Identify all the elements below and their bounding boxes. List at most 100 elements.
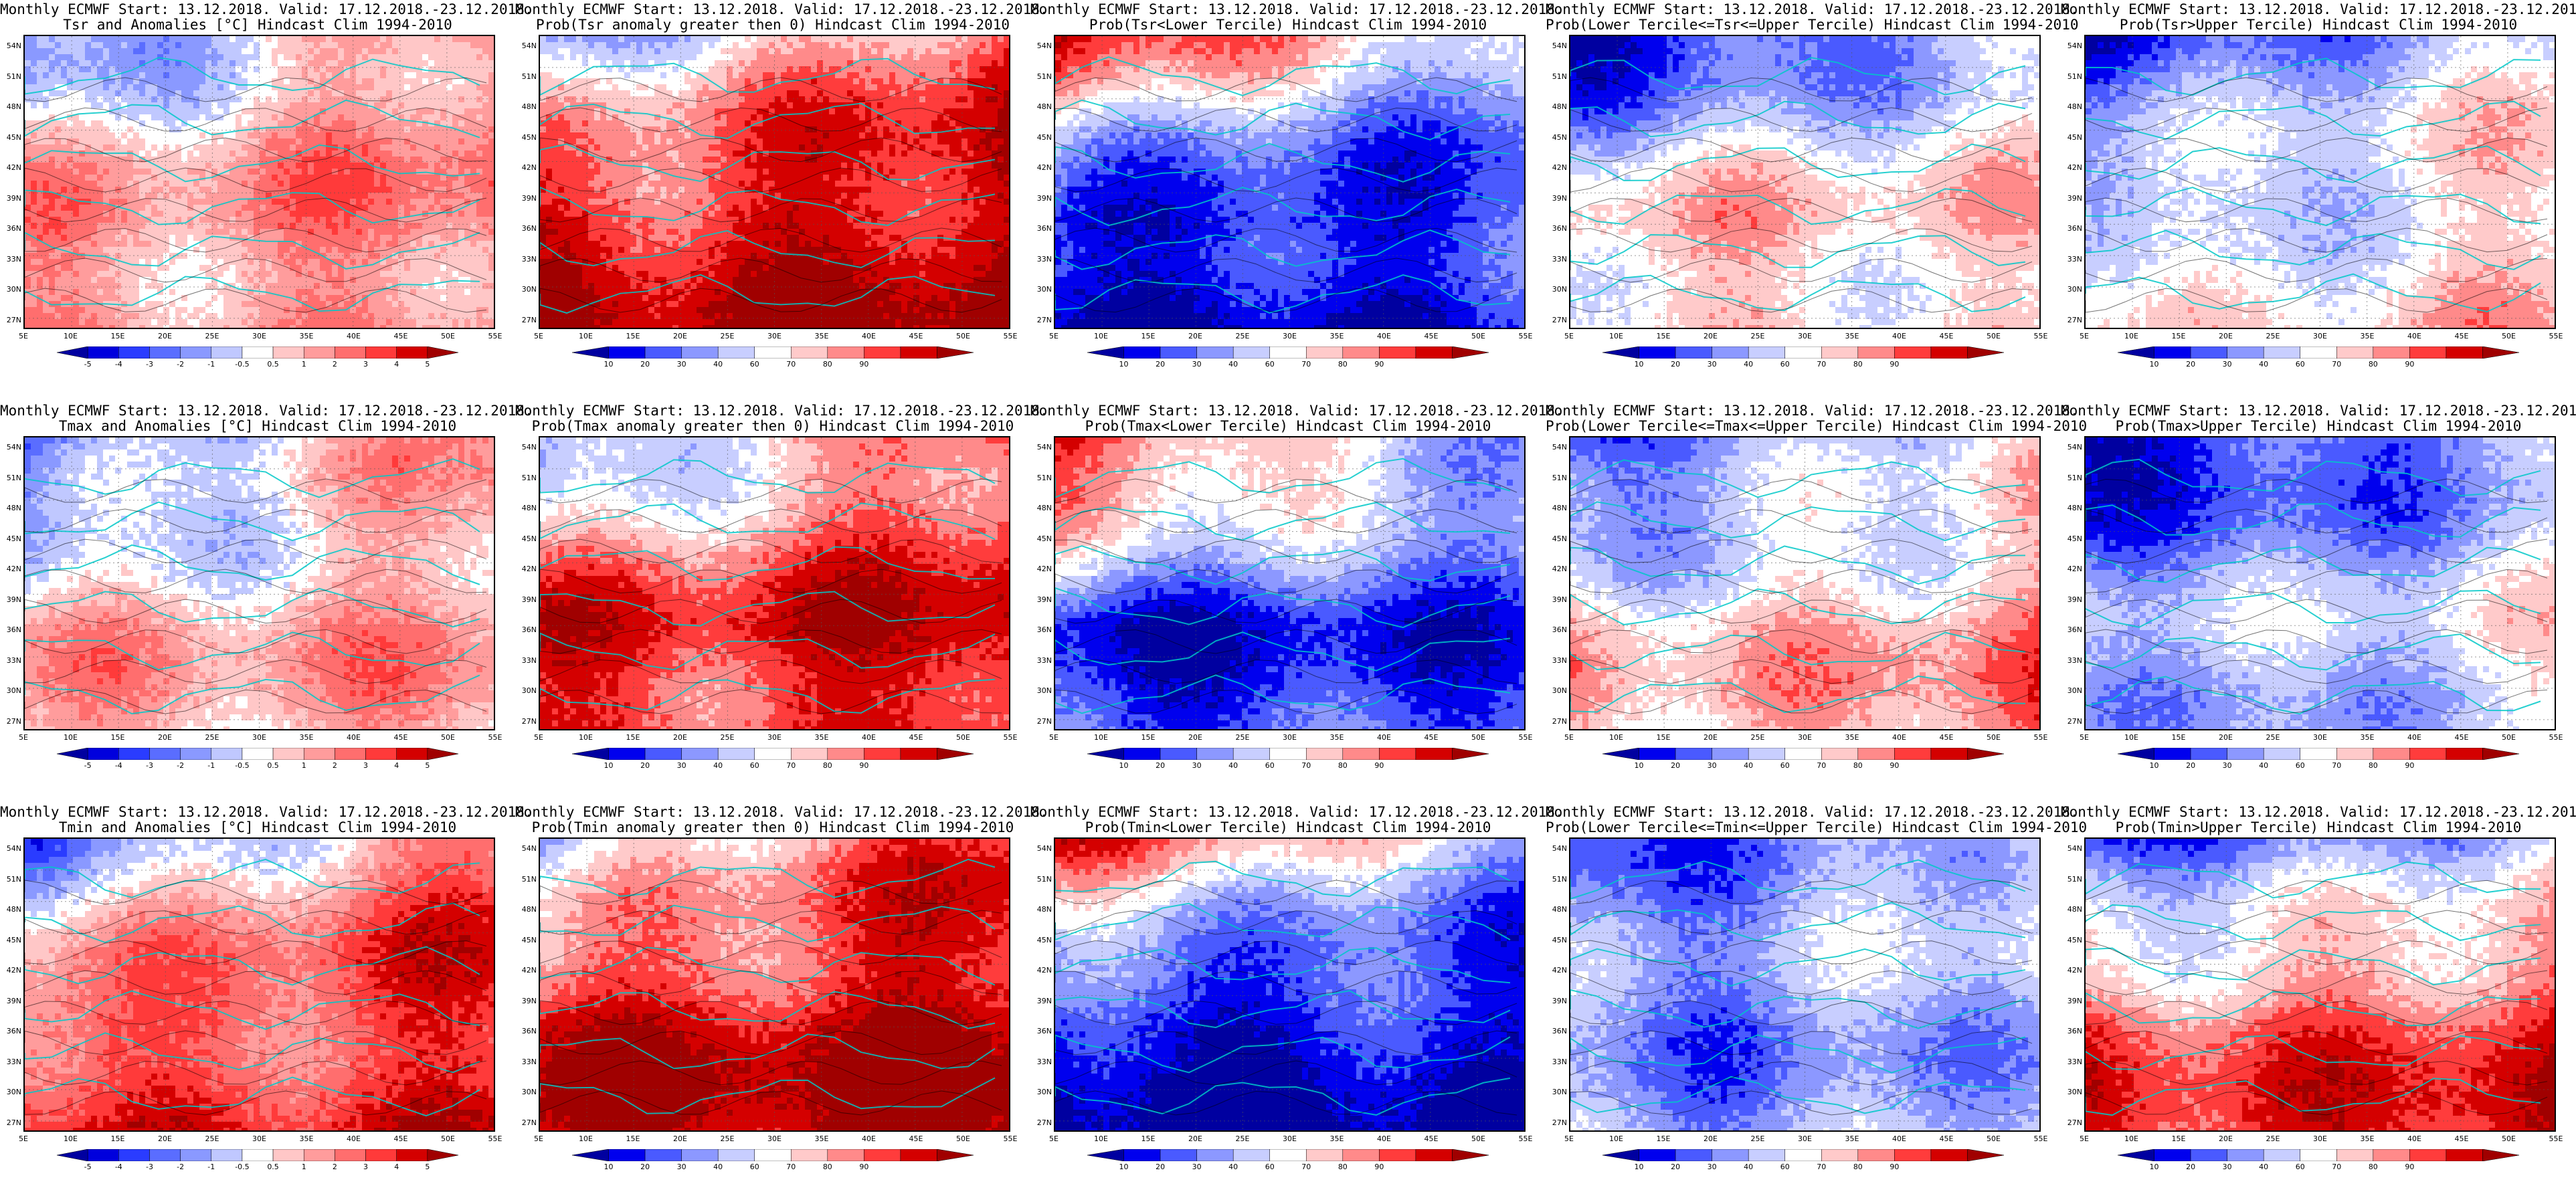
colorbar-tick-label: 10 (2150, 360, 2159, 369)
colorbar-tick-label: 60 (1265, 360, 1275, 369)
map-panel: Monthly ECMWF Start: 13.12.2018. Valid: … (0, 401, 533, 803)
lon-tick-label: 35E (300, 332, 314, 340)
lon-tick-label: 15E (2172, 332, 2186, 340)
lon-tick-label: 40E (2407, 1134, 2421, 1143)
map-panel: Monthly ECMWF Start: 13.12.2018. Valid: … (2061, 401, 2576, 803)
lat-tick-label: 30N (2062, 1088, 2082, 1096)
lon-tick-label: 5E (1049, 733, 1059, 742)
lon-tick-label: 55E (2549, 332, 2563, 340)
lon-tick-label: 15E (2172, 1134, 2186, 1143)
lon-tick-label: 20E (1704, 733, 1718, 742)
lat-tick-label: 36N (1032, 1027, 1052, 1035)
panel-title-line1: Monthly ECMWF Start: 13.12.2018. Valid: … (1030, 804, 1564, 820)
colorbar-tick-label: 70 (1301, 360, 1311, 369)
panel-title-line2: Prob(Tsr>Upper Tercile) Hindcast Clim 19… (2061, 17, 2576, 33)
lon-tick-label: 25E (2266, 733, 2280, 742)
lat-tick-label: 48N (517, 905, 537, 914)
colorbar-tick-label: -2 (177, 761, 184, 770)
lat-tick-label: 45N (1547, 936, 1567, 944)
colorbar (1087, 346, 1489, 359)
panel-title-line2: Prob(Tmin<Lower Tercile) Hindcast Clim 1… (1030, 819, 1546, 835)
lon-tick-label: 35E (300, 1134, 314, 1143)
lat-tick-label: 45N (517, 534, 537, 543)
lon-tick-label: 45E (394, 1134, 408, 1143)
lat-tick-label: 30N (1032, 1088, 1052, 1096)
lat-tick-label: 48N (517, 504, 537, 512)
panel-title-line2: Prob(Tsr<Lower Tercile) Hindcast Clim 19… (1030, 17, 1546, 33)
lat-tick-label: 51N (2062, 875, 2082, 884)
lat-tick-label: 30N (1032, 285, 1052, 294)
colorbar (57, 748, 458, 760)
colorbar (2118, 346, 2519, 359)
lon-tick-label: 55E (1519, 1134, 1533, 1143)
lon-tick-label: 20E (673, 332, 687, 340)
colorbar-tick-label: 70 (2332, 761, 2341, 770)
colorbar-tick-label: 30 (1708, 360, 1717, 369)
colorbar-tick-label: 10 (1119, 1163, 1129, 1171)
colorbar-tick-label: -0.5 (235, 360, 249, 369)
colorbar-tick-label: 60 (2296, 360, 2305, 369)
lat-tick-label: 30N (1547, 686, 1567, 695)
lat-tick-label: 45N (1032, 534, 1052, 543)
colorbar-tick-label: 3 (363, 1163, 368, 1171)
panel-title-line2: Prob(Lower Tercile<=Tsr<=Upper Tercile) … (1546, 17, 2079, 33)
lat-tick-label: 51N (1032, 875, 1052, 884)
lon-tick-label: 10E (579, 1134, 593, 1143)
lon-tick-label: 30E (1798, 733, 1812, 742)
lat-tick-label: 54N (1, 844, 21, 853)
lon-tick-label: 45E (909, 332, 923, 340)
lat-tick-label: 39N (1547, 194, 1567, 203)
lat-tick-label: 27N (2062, 717, 2082, 726)
lat-tick-label: 33N (517, 656, 537, 665)
lon-tick-label: 20E (1188, 733, 1202, 742)
colorbar (2118, 748, 2519, 760)
map-field (23, 436, 495, 730)
lat-tick-label: 54N (2062, 443, 2082, 452)
colorbar-tick-label: 60 (750, 761, 759, 770)
lat-tick-label: 42N (517, 163, 537, 172)
lat-tick-label: 54N (1032, 41, 1052, 50)
colorbar-tick-label: 0.5 (267, 761, 279, 770)
lon-tick-label: 25E (205, 733, 219, 742)
panel-title-line2: Prob(Tmax<Lower Tercile) Hindcast Clim 1… (1030, 418, 1546, 434)
colorbar (572, 1149, 974, 1161)
map-field (2084, 436, 2556, 730)
colorbar-tick-label: 30 (677, 1163, 686, 1171)
lon-tick-label: 45E (394, 332, 408, 340)
colorbar-tick-label: -2 (177, 360, 184, 369)
colorbar-tick-label: 30 (677, 360, 686, 369)
colorbar-tick-label: 0.5 (267, 1163, 279, 1171)
colorbar-tick-label: 30 (1708, 1163, 1717, 1171)
lat-tick-label: 39N (1, 595, 21, 604)
lon-tick-label: 20E (2219, 733, 2233, 742)
colorbar-tick-label: -5 (84, 360, 92, 369)
colorbar-tick-label: 60 (2296, 761, 2305, 770)
lat-tick-label: 39N (2062, 194, 2082, 203)
lat-tick-label: 51N (2062, 72, 2082, 81)
colorbar-tick-label: 90 (1890, 1163, 1899, 1171)
lon-tick-label: 10E (579, 733, 593, 742)
map-field (2084, 35, 2556, 329)
panel-title-line1: Monthly ECMWF Start: 13.12.2018. Valid: … (1030, 1, 1564, 17)
lon-tick-label: 40E (862, 332, 876, 340)
map-field (539, 837, 1010, 1132)
lon-tick-label: 55E (2549, 733, 2563, 742)
lat-tick-label: 48N (1032, 504, 1052, 512)
lon-tick-label: 40E (2407, 733, 2421, 742)
colorbar-tick-label: 10 (1635, 360, 1644, 369)
map-panel: Monthly ECMWF Start: 13.12.2018. Valid: … (0, 803, 533, 1204)
colorbar-tick-label: 70 (1817, 360, 1826, 369)
lon-tick-label: 55E (1004, 1134, 1018, 1143)
lat-tick-label: 36N (1547, 224, 1567, 233)
lon-tick-label: 50E (2502, 1134, 2516, 1143)
lon-tick-label: 30E (252, 1134, 266, 1143)
colorbar-tick-label: 3 (363, 761, 368, 770)
lat-tick-label: 39N (1, 194, 21, 203)
lon-tick-label: 50E (441, 733, 455, 742)
lat-tick-label: 36N (1032, 625, 1052, 634)
lon-tick-label: 45E (1940, 332, 1954, 340)
colorbar-tick-label: 20 (1156, 1163, 1165, 1171)
map-panel: Monthly ECMWF Start: 13.12.2018. Valid: … (1030, 0, 1564, 401)
colorbar-tick-label: 70 (786, 1163, 796, 1171)
lat-tick-label: 33N (1, 255, 21, 264)
